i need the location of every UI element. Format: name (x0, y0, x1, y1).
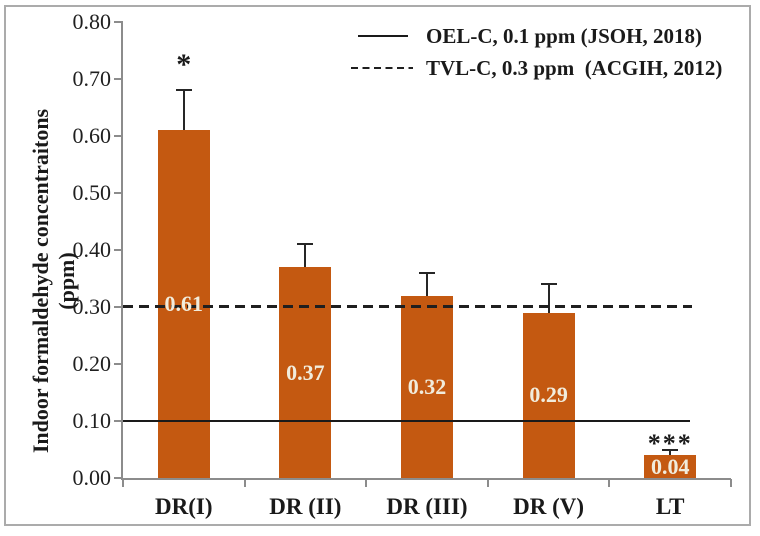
solid-line-icon (358, 35, 408, 37)
error-bar-cap (175, 89, 192, 92)
y-axis-title: Indoor formaldehyde concentraitons (ppm) (28, 66, 80, 496)
oel-reference-line (123, 420, 690, 422)
y-tick-label: 0.60 (72, 123, 112, 148)
x-tick-mark (608, 479, 611, 487)
bar-value-label: 0.37 (286, 359, 325, 385)
y-tick-mark (114, 249, 123, 251)
y-tick-mark (114, 192, 123, 194)
error-bar-cap (540, 283, 557, 286)
y-tick-mark (114, 21, 123, 23)
bar-value-label: 0.32 (407, 373, 447, 399)
significance-mark: * (176, 48, 192, 82)
bar-value-label: 0.29 (529, 382, 568, 408)
error-bar-line (182, 90, 185, 131)
error-bar-cap (419, 271, 435, 274)
x-category-label-DR (V): DR (V) (513, 494, 585, 519)
chart-outer-border (4, 5, 751, 526)
error-bar-line (304, 244, 307, 268)
plot-area: 0.00 0.10 0.20 0.30 0.40 0.50 0.60 0.70 0.80 0.61… (73, 9, 732, 519)
error-bar-cap (297, 243, 314, 246)
y-tick-label: 0.50 (72, 180, 112, 205)
x-tick-mark (486, 479, 489, 487)
y-tick-mark (114, 477, 123, 479)
significance-mark: *** (647, 428, 693, 458)
bar-value-label: 0.61 (164, 291, 204, 317)
bar-LT (644, 455, 697, 478)
x-category-label-DR (II): DR (II) (269, 494, 342, 519)
error-bar-line (669, 449, 672, 456)
legend-swatch-solid (348, 35, 414, 37)
y-tick-label: 0.80 (72, 9, 112, 34)
y-tick-mark (114, 420, 123, 422)
tvl-reference-line (123, 305, 692, 308)
legend-row-oel: OEL-C, 0.1 ppm (JSOH, 2018) (348, 22, 722, 50)
x-category-label-LT: LT (655, 494, 685, 519)
y-tick-label: 0.40 (72, 237, 112, 262)
x-tick-mark (730, 479, 732, 487)
error-bar-line (426, 272, 428, 296)
y-tick-label: 0.10 (72, 408, 112, 433)
bar-DR (II) (279, 267, 332, 478)
legend-row-tvl: TVL-C, 0.3 ppm (ACGIH, 2012) (348, 54, 722, 82)
error-bar-cap (662, 448, 679, 451)
y-tick-label: 0.20 (72, 351, 112, 376)
bar-DR (III) (401, 295, 453, 478)
dashed-line-icon (351, 67, 413, 69)
x-tick-mark (122, 479, 124, 487)
y-tick-label: 0.30 (72, 294, 112, 319)
y-tick-mark (114, 306, 123, 308)
x-category-label-DR (III): DR (III) (386, 494, 468, 519)
x-category-label-DR(I): DR(I) (155, 494, 213, 519)
legend: OEL-C, 0.1 ppm (JSOH, 2018) TVL-C, 0.3 p… (348, 22, 722, 82)
bar-DR (V) (522, 312, 575, 478)
x-tick-mark (243, 479, 246, 487)
error-bar-line (547, 284, 550, 313)
y-tick-label: 0.00 (72, 465, 112, 490)
legend-label-tvl: TVL-C, 0.3 ppm (ACGIH, 2012) (426, 55, 723, 80)
y-tick-mark (114, 363, 123, 365)
x-tick-mark (365, 479, 368, 487)
y-axis-title-line2: (ppm) (54, 252, 79, 310)
y-tick-mark (114, 78, 123, 80)
y-tick-mark (114, 135, 123, 137)
y-axis-title-line1: Indoor formaldehyde concentraitons (28, 108, 53, 454)
y-tick-label: 0.70 (72, 66, 112, 91)
bar-value-label: 0.04 (650, 453, 690, 479)
legend-label-oel: OEL-C, 0.1 ppm (JSOH, 2018) (426, 23, 702, 48)
legend-swatch-dashed (348, 67, 414, 69)
